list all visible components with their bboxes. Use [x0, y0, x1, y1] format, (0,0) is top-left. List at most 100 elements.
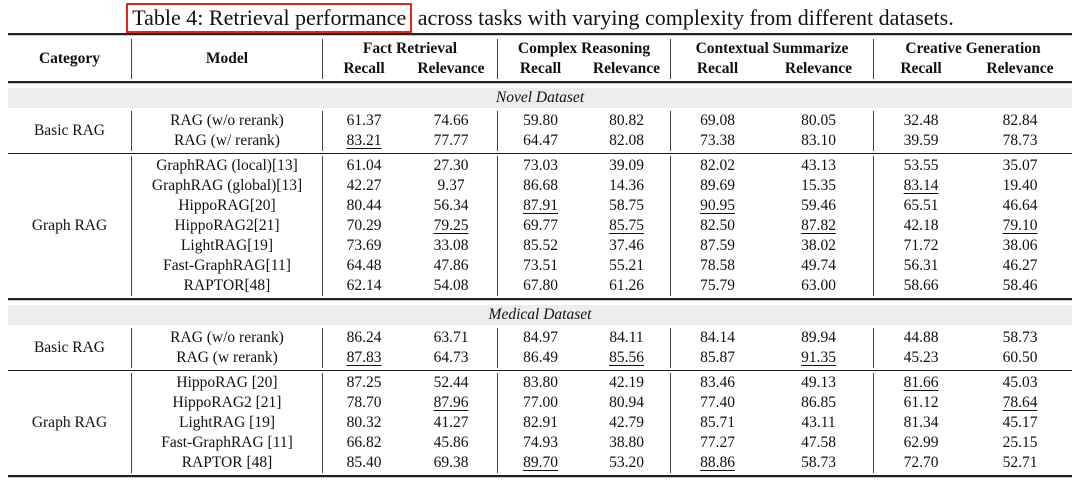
- rule-top: [8, 33, 1072, 35]
- cell-value: 80.05: [801, 112, 836, 129]
- cell-model: HippoRAG2[21]: [131, 216, 322, 236]
- cell-value: 38.80: [609, 434, 644, 451]
- cell-model: RAG (w/o rerank): [131, 328, 322, 348]
- cell-value: 80.44: [322, 196, 405, 216]
- cell-model: GraphRAG (global)[13]: [131, 176, 322, 196]
- cell-value: 79.10: [968, 216, 1072, 236]
- cell-value: 62.99: [873, 433, 968, 453]
- cell-value: 64.48: [322, 256, 405, 276]
- header-sub-relevance: Relevance: [986, 60, 1054, 77]
- cell-value: 39.59: [873, 131, 968, 151]
- header-sub-recall: Recall: [873, 59, 968, 79]
- cell-value: 56.34: [433, 197, 469, 214]
- underlined-value: 83.21: [346, 132, 382, 149]
- cell-value: 67.80: [497, 276, 583, 296]
- cell-value: 74.93: [497, 433, 583, 453]
- cell-value: 42.27: [322, 176, 405, 196]
- cell-value: 42.79: [609, 414, 644, 431]
- category-block: Graph RAG GraphRAG (local)[13] 61.04 27.30 7…: [8, 154, 1072, 298]
- cell-model: RAPTOR[48]: [131, 276, 322, 296]
- header-sub-recall: Recall: [497, 59, 583, 79]
- cell-value: 85.56: [583, 348, 670, 368]
- cell-value: 52.44: [433, 374, 469, 391]
- cell-model: Fast-GraphRAG [11]: [131, 433, 322, 453]
- cell-value: 54.08: [433, 277, 469, 294]
- cell-value: 80.32: [322, 413, 405, 433]
- cell-value: 81.34: [873, 413, 968, 433]
- header-category: Category: [38, 50, 101, 67]
- cell-value: 86.85: [801, 394, 836, 411]
- header-sub-relevance: Relevance: [417, 60, 485, 77]
- cell-value: 45.03: [1002, 374, 1038, 391]
- cell-value: 82.02: [670, 156, 764, 176]
- cell-value: 80.94: [609, 394, 644, 411]
- cell-value: 33.08: [433, 237, 469, 254]
- cell-value: 58.73: [801, 454, 836, 471]
- underlined-value: 87.83: [346, 349, 382, 366]
- cell-value: 61.26: [609, 277, 644, 294]
- cell-value: 59.80: [497, 111, 583, 131]
- cell-value: 84.11: [609, 329, 644, 346]
- cell-value: 77.00: [497, 393, 583, 413]
- cell-value: 69.77: [497, 216, 583, 236]
- cell-value: 52.71: [1002, 454, 1038, 471]
- results-table: Category Model Fact Retrieval Complex Re…: [8, 33, 1072, 477]
- cell-value: 83.80: [497, 373, 583, 393]
- cell-value: 61.04: [322, 156, 405, 176]
- cell-value: 78.58: [670, 256, 764, 276]
- cell-model: HippoRAG2 [21]: [131, 393, 322, 413]
- cell-value: 60.50: [1002, 349, 1038, 366]
- cell-value: 61.12: [873, 393, 968, 413]
- rule-light: [8, 153, 1072, 154]
- cell-value: 82.84: [1002, 112, 1038, 129]
- cell-value: 77.40: [670, 393, 764, 413]
- cell-value: 43.13: [801, 157, 836, 174]
- cell-value: 47.58: [801, 434, 836, 451]
- cell-value: 82.08: [609, 132, 644, 149]
- cell-value: 86.24: [322, 328, 405, 348]
- header-sub-recall: Recall: [322, 59, 405, 79]
- cell-value: 89.70: [497, 453, 583, 473]
- header-model: Model: [131, 39, 322, 79]
- cell-value: 58.73: [1002, 329, 1038, 346]
- cell-value: 62.14: [322, 276, 405, 296]
- table-header: Category Model Fact Retrieval Complex Re…: [8, 35, 1072, 81]
- cell-value: 38.02: [801, 237, 836, 254]
- underlined-value: 85.75: [609, 217, 644, 234]
- cell-value: 66.82: [322, 433, 405, 453]
- underlined-value: 78.64: [1002, 394, 1038, 411]
- cell-value: 58.66: [873, 276, 968, 296]
- cell-value: 83.14: [873, 176, 968, 196]
- cell-value: 78.64: [968, 393, 1072, 413]
- cell-model: Fast-GraphRAG[11]: [131, 256, 322, 276]
- category-block: Basic RAG RAG (w/o rerank) 86.24 63.71 84.97…: [8, 326, 1072, 370]
- cell-value: 69.38: [433, 454, 469, 471]
- cell-value: 49.13: [801, 374, 836, 391]
- cell-value: 87.25: [322, 373, 405, 393]
- cell-value: 74.66: [433, 112, 469, 129]
- underlined-value: 87.91: [523, 197, 558, 214]
- cell-value: 63.71: [433, 329, 469, 346]
- cell-value: 73.69: [322, 236, 405, 256]
- header-group-fact-retrieval: Fact Retrieval: [322, 39, 497, 59]
- cell-value: 55.21: [609, 257, 644, 274]
- cell-value: 15.35: [801, 177, 836, 194]
- cell-value: 73.38: [670, 131, 764, 151]
- cell-value: 64.73: [433, 349, 469, 366]
- cell-value: 71.72: [873, 236, 968, 256]
- cell-value: 82.91: [497, 413, 583, 433]
- cell-value: 43.11: [801, 414, 836, 431]
- cell-value: 45.86: [433, 434, 469, 451]
- underlined-value: 87.96: [433, 394, 469, 411]
- cell-value: 19.40: [1002, 177, 1038, 194]
- cell-value: 27.30: [433, 157, 469, 174]
- cell-model: LightRAG[19]: [131, 236, 322, 256]
- cell-value: 70.29: [322, 216, 405, 236]
- cell-value: 46.64: [1002, 197, 1038, 214]
- cell-value: 85.71: [670, 413, 764, 433]
- cell-category: Graph RAG: [31, 414, 108, 431]
- dataset-band: Medical Dataset: [8, 305, 1072, 325]
- cell-value: 84.97: [497, 328, 583, 348]
- header-group-creative-generation: Creative Generation: [873, 39, 1072, 59]
